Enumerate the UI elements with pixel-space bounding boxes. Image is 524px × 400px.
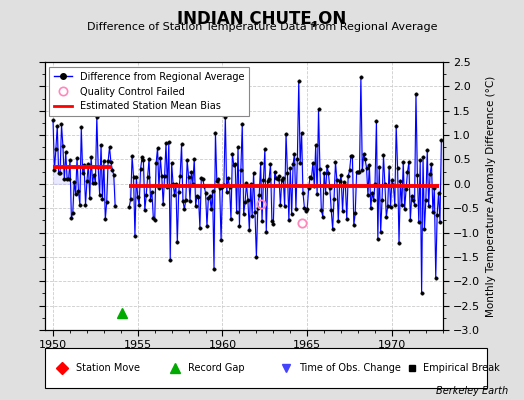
- Text: Time of Obs. Change: Time of Obs. Change: [299, 363, 401, 373]
- Text: Record Gap: Record Gap: [189, 363, 245, 373]
- Text: Station Move: Station Move: [75, 363, 139, 373]
- Text: Empirical Break: Empirical Break: [423, 363, 500, 373]
- Text: Berkeley Earth: Berkeley Earth: [436, 386, 508, 396]
- Text: INDIAN CHUTE,ON: INDIAN CHUTE,ON: [178, 10, 346, 28]
- Text: Difference of Station Temperature Data from Regional Average: Difference of Station Temperature Data f…: [87, 22, 437, 32]
- Y-axis label: Monthly Temperature Anomaly Difference (°C): Monthly Temperature Anomaly Difference (…: [486, 75, 496, 317]
- Legend: Difference from Regional Average, Quality Control Failed, Estimated Station Mean: Difference from Regional Average, Qualit…: [49, 67, 249, 116]
